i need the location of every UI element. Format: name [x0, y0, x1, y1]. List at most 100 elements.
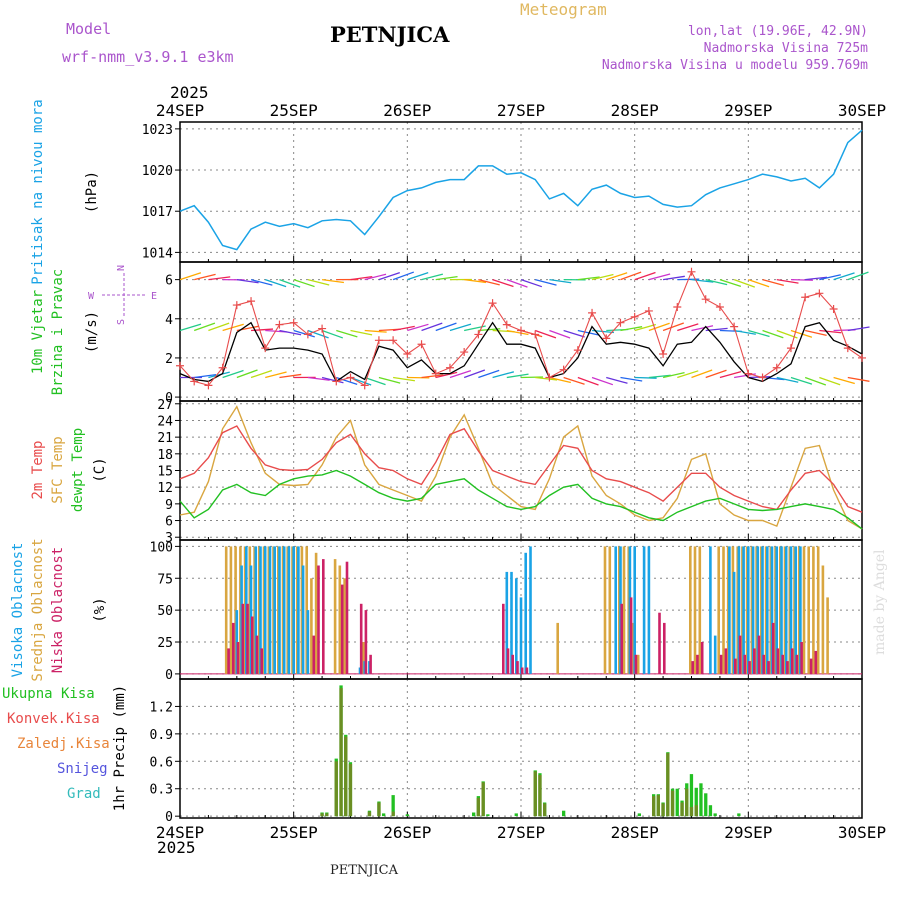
bar-precip-total-33: [708, 805, 713, 817]
wind-arrow-l1-30: [321, 329, 344, 339]
wind-arrow-l2-45: [392, 271, 415, 281]
bar-cloud-high-6: [263, 546, 267, 674]
wind-arrow-l0-39: [364, 376, 386, 386]
ylabel-wind-2: Brzina i Pravac: [50, 269, 66, 395]
year-label-bottom: 2025: [157, 838, 196, 857]
gust-marker-10: [318, 324, 327, 333]
bar-precip-total-20: [637, 813, 641, 817]
wind-arrow-l2-99: [648, 273, 671, 281]
bar-cloud-high-41: [766, 546, 769, 674]
bar-precip-conv-14: [652, 796, 656, 817]
wind-arrow-l1-96: [634, 323, 657, 332]
bar-precip-conv-0: [320, 813, 324, 817]
gust-marker-46: [829, 304, 838, 313]
gust-marker-38: [715, 303, 724, 312]
bar-cloud-high-48: [799, 546, 802, 674]
date-label-bottom-5: 29SEP: [724, 823, 772, 842]
bar-cloud-high-30: [647, 546, 651, 674]
ytick-label-p0-0: 1014: [142, 246, 173, 261]
bar-cloud-low-18: [511, 654, 514, 674]
gust-marker-44: [801, 293, 810, 302]
bar-precip-total-9: [391, 795, 395, 817]
series-line-pressure: [179, 129, 863, 251]
ytick-label-p2-4: 15: [157, 465, 173, 480]
wind-arrow-l0-96: [634, 376, 657, 379]
bar-cloud-high-31: [709, 546, 712, 674]
wind-arrow-l2-90: [606, 272, 628, 281]
wind-arrow-l2-0: [179, 272, 202, 281]
gust-marker-35: [673, 303, 682, 312]
ylabel-cloud-mid: Srednja Oblacnost: [30, 538, 46, 681]
wind-arrow-l2-60: [464, 278, 487, 284]
wind-arrow-l0-27: [307, 376, 330, 381]
gust-marker-2: [204, 381, 213, 390]
credit-label: made by Angel: [872, 549, 888, 656]
ytick-label-p2-0: 3: [165, 531, 173, 546]
wind-arrow-l0-18: [265, 371, 287, 379]
bar-cloud-high-37: [747, 546, 750, 674]
wind-arrow-l2-123: [762, 278, 784, 287]
ylabel-temp-sfc: SFC Temp: [50, 436, 66, 503]
wind-arrow-l2-75: [535, 278, 557, 286]
panel-frame-precip: [179, 678, 863, 819]
gust-marker-41: [758, 373, 767, 382]
bar-cloud-low-16: [502, 603, 505, 674]
bar-precip-conv-10: [481, 782, 485, 817]
series-line-temp-2m: [179, 425, 863, 513]
ytick-label-p2-1: 6: [165, 515, 173, 530]
bar-cloud-high-33: [728, 546, 731, 674]
bar-cloud-low-0: [227, 648, 230, 674]
gust-marker-0: [176, 361, 184, 370]
bar-cloud-high-5: [259, 546, 262, 674]
bar-cloud-low-12: [345, 561, 349, 674]
bar-cloud-mid-57: [821, 565, 825, 674]
bar-cloud-high-22: [519, 597, 523, 674]
bar-cloud-low-3: [241, 603, 245, 674]
wind-arrow-l0-102: [662, 371, 685, 379]
bar-cloud-high-21: [515, 578, 518, 674]
wind-arrow-l1-81: [563, 329, 585, 338]
gust-marker-1: [190, 377, 199, 386]
bar-cloud-low-17: [506, 648, 510, 674]
bar-precip-conv-18: [670, 790, 675, 817]
gust-marker-45: [815, 289, 824, 298]
bar-precip-total-32: [704, 793, 708, 817]
gust-marker-28: [573, 346, 582, 355]
series-line-temp-sfc: [179, 405, 863, 530]
bar-cloud-low-48: [814, 650, 818, 674]
bar-cloud-high-34: [732, 571, 736, 674]
gust-marker-32: [630, 312, 639, 321]
bar-cloud-mid-58: [826, 597, 829, 674]
bar-cloud-high-8: [273, 546, 276, 674]
bar-precip-total-8: [382, 813, 386, 817]
bar-precip-conv-20: [685, 788, 689, 817]
bar-cloud-low-43: [786, 661, 789, 674]
wind-arrow-l2-138: [833, 272, 855, 281]
bar-cloud-low-27: [691, 661, 694, 674]
bar-cloud-low-4: [246, 603, 249, 674]
ytick-label-p1-3: 6: [165, 274, 173, 289]
wind-arrow-l2-114: [719, 279, 742, 288]
bar-cloud-low-21: [525, 667, 529, 674]
bar-cloud-mid-33: [693, 546, 697, 674]
bar-cloud-high-28: [633, 546, 636, 674]
gust-marker-30: [602, 334, 611, 343]
wind-arrow-l1-117: [734, 329, 756, 335]
date-label-bottom-2: 26SEP: [383, 823, 431, 842]
wind-arrow-l0-63: [478, 369, 500, 379]
wind-arrow-l0-105: [677, 370, 699, 379]
wind-arrow-l1-36: [350, 329, 373, 336]
bar-precip-total-15: [514, 813, 518, 817]
wind-arrow-l0-135: [819, 376, 841, 386]
gust-marker-11: [332, 377, 341, 386]
wind-arrow-l2-72: [520, 279, 543, 288]
bar-precip-total-31: [699, 783, 703, 817]
wind-arrow-l0-54: [435, 371, 458, 379]
ylabel-pressure: Pritisak na nivou mora: [30, 99, 46, 284]
wind-arrow-l2-24: [293, 279, 315, 288]
date-label-top-0: 24SEP: [156, 101, 204, 120]
year-label-top: 2025: [170, 83, 209, 102]
gust-marker-26: [545, 373, 554, 382]
bar-cloud-mid-19: [314, 552, 318, 674]
bar-cloud-low-45: [795, 654, 799, 674]
